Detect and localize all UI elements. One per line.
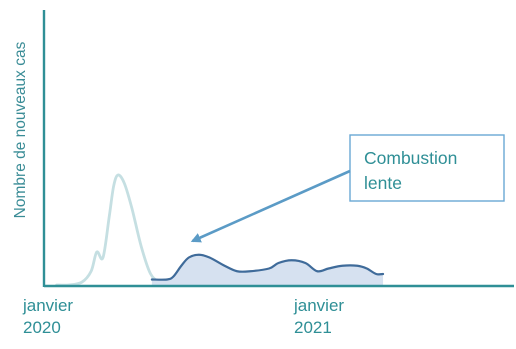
x-tick-label-jan-2021: janvier 2021: [293, 296, 349, 337]
x-tick-label-jan-2021-year: 2021: [294, 318, 332, 337]
y-axis-label: Nombre de nouveaux cas: [12, 41, 29, 218]
series-slow-burn-line: [150, 253, 385, 281]
annotation-line-1: Combustion: [364, 148, 457, 168]
series-layer: [55, 173, 385, 287]
x-tick-label-jan-2021-month: janvier: [293, 296, 344, 315]
x-tick-label-jan-2020-month: janvier: [22, 296, 73, 315]
series-first-wave-line: [55, 173, 173, 287]
x-tick-label-jan-2020-year: 2020: [23, 318, 61, 337]
annotation-line-2: lente: [364, 173, 402, 193]
series-slow-burn: [150, 253, 385, 285]
x-tick-label-jan-2020: janvier 2020: [22, 296, 78, 337]
annotation-text: Combustion lente: [364, 148, 462, 193]
series-first-wave: [55, 173, 173, 287]
annotation-arrow: [190, 169, 351, 243]
annotation-box: [349, 134, 505, 202]
